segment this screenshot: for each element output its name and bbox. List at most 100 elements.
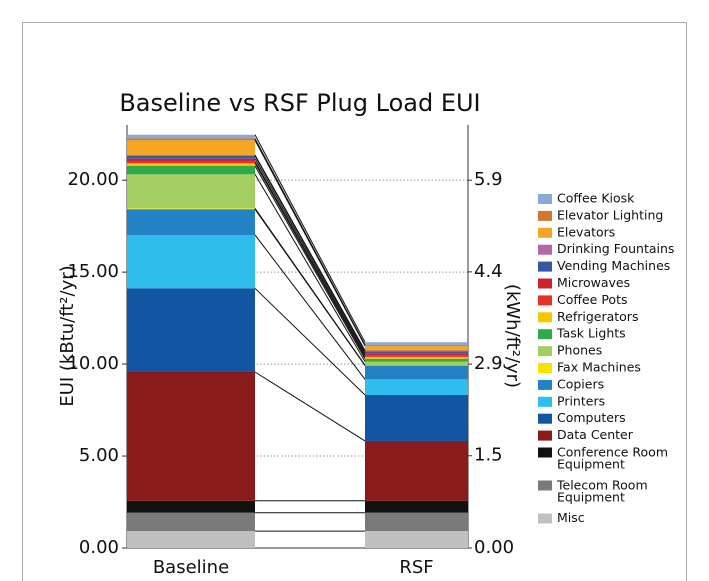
connector [254,165,366,360]
bar-segment [365,379,468,395]
legend-label: Fax Machines [557,360,641,375]
connector [254,154,366,351]
chart-title: Baseline vs RSF Plug Load EUI [119,89,480,117]
legend-label: Telecom Room Equipment [556,477,652,504]
legend-swatch [538,413,552,424]
legend-swatch [538,227,552,238]
bar-segment [127,140,255,155]
legend-swatch [538,430,552,441]
bar-segment [127,500,255,513]
bar-segment [365,440,468,501]
legend-swatch [538,396,552,407]
bar-segment [365,353,468,356]
bar-segment [365,500,468,513]
legend-swatch [538,261,552,272]
y-tick-label: 5.00 [79,445,119,466]
legend-swatch [538,513,552,524]
bar-segment [127,138,255,141]
legend-swatch [538,363,552,373]
bar-segment [127,234,255,289]
legend-label: Elevator Lighting [557,207,663,222]
legend-label: Phones [557,343,602,358]
bar-segment [365,531,468,548]
bar-segment [127,161,255,164]
legend-swatch [538,210,552,221]
y2-tick-label: 4.4 [474,261,503,282]
bar-segment [365,355,468,357]
y2-tick-label: 2.9 [474,353,503,374]
bar-segment [127,163,255,167]
legend-label: Task Lights [556,326,626,341]
bar-segment [127,288,255,372]
x-tick-label: Baseline [153,557,229,578]
connector [254,138,366,346]
bar-segment [365,342,468,345]
legend-swatch [538,447,552,458]
bar-segment [365,394,468,441]
bar-segment [365,358,468,362]
legend-label: Elevators [557,224,615,239]
bar-segment [365,344,468,346]
legend-label: Conference Room Equipment [557,444,672,471]
legend-label: Computers [557,410,626,425]
bar-segment [365,350,468,352]
connector [254,140,366,347]
bar-segment [127,134,255,139]
bar-segment [365,345,468,351]
legend-swatch [538,278,552,289]
y-tick-label: 10.00 [67,353,119,374]
bar-segment [127,166,255,175]
connector [254,174,366,362]
bar-segment [127,209,255,235]
connector [254,234,366,380]
legend-label: Refrigerators [557,309,638,324]
y-axis-label: EUI (kBtu/ft²/yr) [57,265,78,406]
bar-segment [365,361,468,366]
bar-segment [127,371,255,501]
legend-label: Coffee Kiosk [557,191,635,206]
legend-label: Coffee Pots [557,292,628,307]
connector [254,134,366,343]
bar-segment [127,154,255,156]
bar-segment [127,155,255,159]
bar-segment [365,351,468,354]
bar-segment [127,512,255,532]
y2-tick-label: 1.5 [474,445,503,466]
bar-segment [127,531,255,548]
connector [254,161,366,356]
y-tick-label: 15.00 [67,261,119,282]
legend-swatch [538,244,552,255]
bar-segment [365,365,468,380]
x-tick-label: RSF [399,557,433,578]
legend-swatch [538,194,552,204]
y2-tick-label: 0.00 [474,537,514,558]
legend-label: Printers [557,393,605,408]
legend-label: Misc [557,510,585,525]
legend-label: Microwaves [557,275,630,290]
y-tick-label: 20.00 [67,169,119,190]
connector [254,158,366,354]
bar-segment [127,208,255,210]
y2-tick-label: 5.9 [474,169,503,190]
bar-segment [365,512,468,532]
connector [254,371,366,442]
frame [22,22,687,581]
legend-label: Data Center [557,427,634,442]
legend-label: Vending Machines [557,258,670,273]
connector [254,163,366,358]
legend-swatch [538,346,552,357]
bar-segment [127,158,255,162]
connector [254,287,366,396]
legend-swatch [538,295,552,306]
legend-label: Copiers [557,376,604,391]
connector [254,208,366,366]
legend-swatch [538,379,552,390]
y2-axis-label: (kWh/ft²/yr) [502,284,523,388]
bar-segment [127,174,255,209]
legend-label: Drinking Fountains [557,241,674,256]
bar-segment [365,356,468,359]
y-tick-label: 0.00 [79,537,119,558]
legend-swatch [538,480,552,491]
legend-swatch [538,312,552,323]
